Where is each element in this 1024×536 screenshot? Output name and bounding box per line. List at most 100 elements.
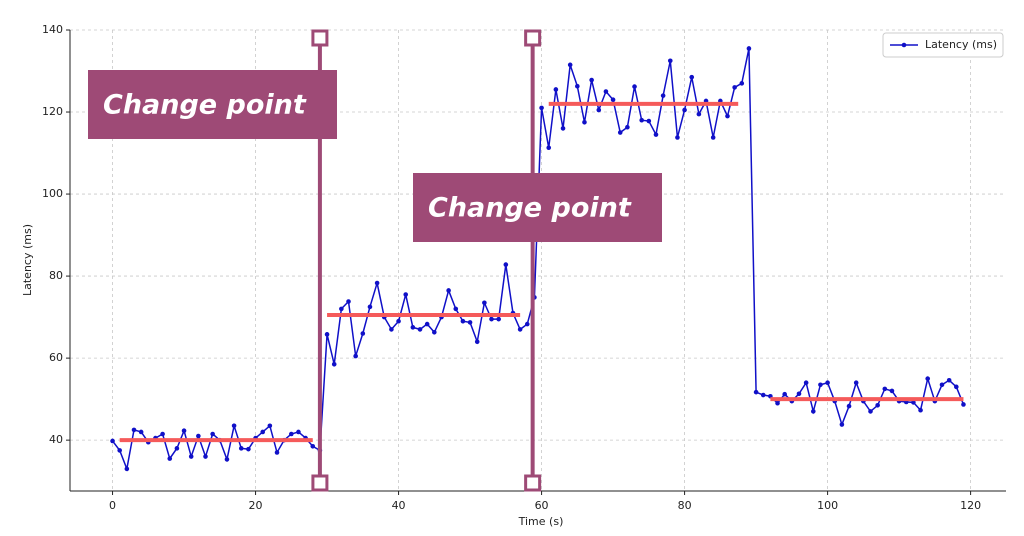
point bbox=[868, 409, 873, 414]
point bbox=[639, 117, 644, 123]
legend-label: Latency (ms) bbox=[925, 38, 997, 51]
point bbox=[596, 107, 602, 113]
point bbox=[446, 288, 451, 293]
point bbox=[396, 318, 401, 324]
point bbox=[732, 85, 737, 90]
point bbox=[296, 429, 301, 435]
point bbox=[231, 423, 237, 429]
point bbox=[575, 83, 580, 89]
point bbox=[696, 111, 702, 117]
legend: Latency (ms) bbox=[882, 32, 1004, 58]
point bbox=[925, 376, 931, 381]
x-tick-label: 0 bbox=[109, 499, 116, 512]
point bbox=[582, 119, 587, 125]
point bbox=[246, 446, 251, 452]
point bbox=[810, 409, 816, 414]
point bbox=[453, 306, 459, 312]
point bbox=[610, 97, 616, 103]
point bbox=[839, 422, 845, 427]
point bbox=[682, 107, 687, 113]
point bbox=[289, 431, 294, 437]
point bbox=[524, 321, 530, 327]
y-tick-label: 100 bbox=[42, 187, 63, 200]
x-tick-label: 60 bbox=[535, 499, 549, 512]
point bbox=[710, 135, 716, 140]
point bbox=[124, 466, 130, 472]
y-tick-label: 80 bbox=[49, 269, 63, 282]
point bbox=[188, 454, 194, 459]
point bbox=[196, 433, 201, 439]
x-tick-label: 20 bbox=[249, 499, 263, 512]
legend-box bbox=[882, 32, 1004, 58]
point bbox=[617, 130, 623, 135]
point bbox=[589, 77, 594, 83]
point bbox=[539, 105, 544, 111]
point bbox=[174, 446, 180, 451]
point bbox=[782, 391, 787, 397]
point bbox=[432, 329, 437, 335]
point bbox=[117, 448, 122, 453]
annotation-text: Change point bbox=[103, 90, 307, 121]
point bbox=[310, 443, 316, 449]
point bbox=[503, 262, 509, 267]
point bbox=[403, 292, 409, 297]
point bbox=[818, 382, 823, 388]
point bbox=[803, 380, 809, 386]
point bbox=[911, 400, 916, 405]
point bbox=[939, 382, 945, 388]
point bbox=[517, 327, 523, 332]
point bbox=[882, 386, 888, 392]
point bbox=[553, 87, 559, 92]
point bbox=[567, 62, 573, 68]
point bbox=[775, 400, 780, 406]
legend-swatch bbox=[901, 42, 907, 48]
point bbox=[160, 431, 165, 437]
point bbox=[389, 327, 394, 332]
point bbox=[131, 427, 137, 433]
point bbox=[367, 304, 373, 310]
point bbox=[546, 145, 552, 151]
y-tick-label: 120 bbox=[42, 105, 63, 118]
point bbox=[167, 456, 173, 461]
y-tick-label: 60 bbox=[49, 351, 63, 364]
handle bbox=[524, 29, 542, 47]
point bbox=[954, 384, 959, 390]
point bbox=[238, 446, 244, 451]
point bbox=[632, 84, 637, 89]
annotation-box bbox=[413, 173, 662, 242]
point bbox=[181, 428, 187, 434]
point bbox=[110, 438, 115, 444]
x-tick-label: 40 bbox=[392, 499, 406, 512]
point bbox=[918, 407, 923, 413]
point bbox=[760, 392, 766, 398]
y-tick-label: 40 bbox=[49, 433, 63, 446]
point bbox=[875, 402, 880, 408]
point bbox=[467, 320, 473, 325]
point bbox=[224, 457, 230, 462]
point bbox=[339, 306, 344, 312]
point bbox=[346, 299, 351, 304]
point bbox=[417, 327, 423, 332]
x-tick-label: 120 bbox=[960, 499, 981, 512]
point bbox=[360, 331, 366, 336]
point bbox=[853, 380, 859, 386]
point bbox=[260, 429, 266, 435]
handle bbox=[524, 474, 542, 492]
y-tick-label: 140 bbox=[42, 23, 63, 36]
point bbox=[689, 74, 695, 80]
point bbox=[660, 93, 666, 98]
handle bbox=[311, 29, 329, 47]
x-axis-label: Time (s) bbox=[518, 515, 564, 528]
x-tick-label: 80 bbox=[678, 499, 692, 512]
handle bbox=[311, 474, 329, 492]
point bbox=[753, 389, 759, 395]
point bbox=[653, 132, 659, 137]
point bbox=[474, 339, 480, 345]
point bbox=[889, 388, 895, 394]
point bbox=[203, 454, 208, 459]
point bbox=[210, 431, 215, 437]
point bbox=[424, 321, 430, 327]
point bbox=[138, 429, 144, 435]
point bbox=[825, 380, 830, 386]
